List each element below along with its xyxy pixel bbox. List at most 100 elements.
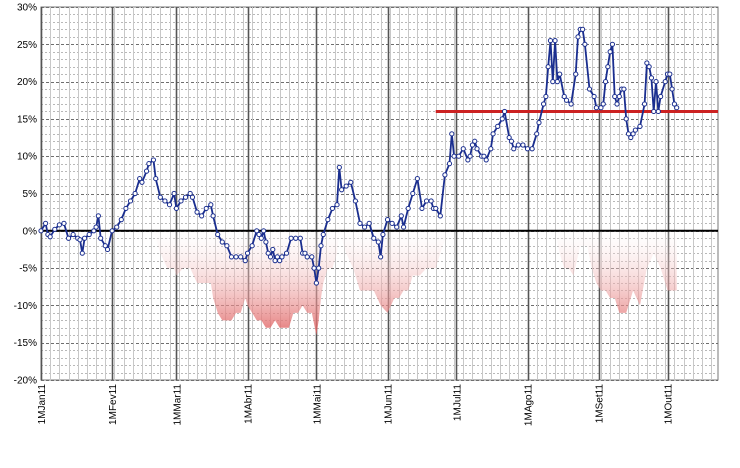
data-point (543, 93, 549, 100)
data-point (38, 228, 44, 234)
data-point (602, 79, 609, 85)
data-point (472, 138, 478, 144)
data-point (658, 93, 664, 100)
data-point (42, 220, 49, 226)
data-point (215, 231, 221, 238)
data-point (162, 198, 168, 204)
data-point (199, 213, 205, 219)
data-point (398, 213, 404, 219)
data-point (623, 116, 629, 122)
data-point (465, 157, 471, 163)
data-point (127, 198, 134, 204)
x-tick-label: 1MOut11 (664, 384, 675, 425)
data-point (336, 164, 342, 170)
data-point (662, 79, 668, 85)
data-point (501, 108, 508, 115)
data-point (82, 235, 88, 241)
data-point (580, 26, 586, 32)
data-point (536, 120, 542, 126)
data-point (114, 224, 120, 230)
data-point (77, 237, 83, 243)
data-point (261, 228, 267, 234)
data-point (511, 146, 517, 152)
y-axis-ticks: 30% 25% 20% 15% 10% 5% 0% -5% -10% -15% -20% (14, 3, 37, 387)
data-point (187, 190, 193, 197)
data-point (267, 254, 274, 260)
data-point (348, 179, 354, 185)
data-point (194, 209, 200, 215)
data-point (423, 198, 430, 204)
data-point (573, 71, 579, 77)
data-point (166, 202, 173, 208)
data-point (648, 75, 655, 81)
data-point (630, 131, 636, 137)
y-tick-label: -10% (14, 301, 37, 312)
data-point (304, 254, 310, 260)
data-point (65, 235, 72, 241)
data-point (325, 217, 331, 223)
data-point (437, 213, 443, 219)
data-point (561, 93, 567, 100)
data-point (79, 250, 85, 256)
data-point (428, 198, 434, 204)
data-point (384, 217, 391, 223)
x-tick-label: 1MFev11 (108, 384, 119, 425)
data-point (208, 202, 214, 208)
grid (40, 6, 719, 381)
data-point (238, 254, 244, 260)
data-point (178, 198, 184, 204)
x-tick-label: 1MMar11 (172, 384, 183, 426)
data-point (52, 226, 58, 232)
data-point (534, 131, 540, 137)
y-tick-label: 20% (17, 77, 37, 88)
x-axis-ticks: 1MJan11 1MFev11 1MMar11 1MAbr11 1MMai11 1MJun… (37, 384, 675, 427)
data-point (614, 101, 620, 107)
data-point (669, 86, 675, 92)
data-point (469, 142, 476, 148)
data-point (653, 79, 659, 85)
data-point (442, 172, 448, 178)
data-point (520, 142, 526, 148)
data-point (515, 142, 521, 148)
data-point (56, 222, 62, 228)
data-point (552, 37, 558, 44)
data-point (655, 108, 661, 115)
data-point (316, 265, 322, 271)
x-tick-label: 1MAbr11 (244, 384, 255, 424)
data-point (506, 134, 512, 141)
data-point (339, 187, 345, 193)
data-point (616, 93, 622, 100)
y-tick-label: 25% (17, 40, 37, 51)
data-point (95, 213, 101, 219)
data-point (173, 205, 179, 212)
data-point (297, 235, 303, 241)
data-point (419, 205, 425, 212)
data-point (86, 231, 92, 238)
data-point (474, 146, 480, 152)
data-point (203, 205, 209, 212)
data-point (433, 205, 439, 212)
data-point (150, 157, 157, 163)
data-point (233, 254, 239, 260)
data-point (637, 123, 643, 129)
y-tick-label: 10% (17, 152, 37, 163)
data-point (380, 231, 386, 238)
y-tick-label: -20% (14, 376, 37, 387)
y-tick-label: 30% (17, 3, 37, 14)
data-point (189, 194, 196, 200)
data-point (288, 235, 294, 241)
data-point (563, 97, 570, 103)
data-point (318, 243, 324, 249)
data-point (277, 258, 283, 264)
data-point (244, 250, 251, 256)
data-point (651, 108, 657, 115)
data-point (242, 258, 248, 264)
data-point (400, 224, 407, 230)
data-point (137, 175, 143, 182)
data-point (371, 235, 377, 241)
data-point (153, 175, 159, 182)
data-point (311, 265, 317, 271)
y-tick-label: -15% (14, 338, 37, 349)
data-point (621, 86, 627, 92)
